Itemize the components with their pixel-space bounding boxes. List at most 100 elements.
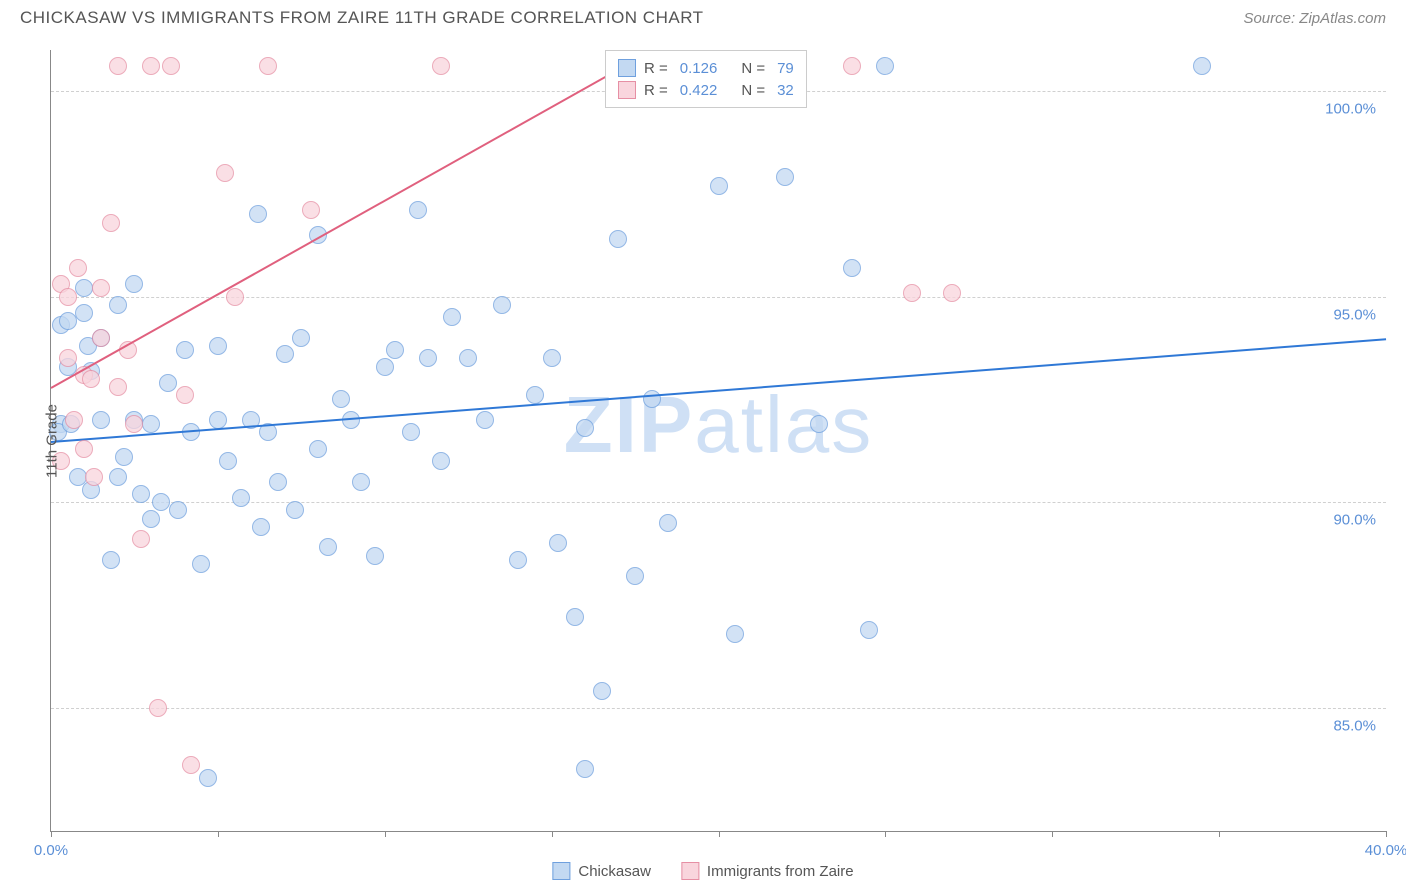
data-point: [176, 341, 194, 359]
data-point: [115, 448, 133, 466]
data-point: [182, 756, 200, 774]
data-point: [493, 296, 511, 314]
legend-n-label: N =: [741, 82, 765, 99]
data-point: [409, 201, 427, 219]
data-point: [659, 514, 677, 532]
data-point: [219, 452, 237, 470]
legend-label: Immigrants from Zaire: [707, 863, 854, 880]
x-tick: [1386, 831, 1387, 837]
data-point: [65, 411, 83, 429]
data-point: [209, 337, 227, 355]
data-point: [92, 411, 110, 429]
data-point: [843, 57, 861, 75]
data-point: [125, 415, 143, 433]
x-tick-label: 0.0%: [34, 842, 68, 859]
x-tick: [1219, 831, 1220, 837]
legend-r-value: 0.422: [680, 82, 718, 99]
data-point: [402, 423, 420, 441]
data-point: [366, 547, 384, 565]
data-point: [419, 349, 437, 367]
data-point: [309, 440, 327, 458]
data-point: [319, 538, 337, 556]
data-point: [476, 411, 494, 429]
chart-area: ZIPatlas 85.0%90.0%95.0%100.0%0.0%40.0%R…: [50, 50, 1386, 832]
trend-line: [51, 338, 1386, 443]
y-tick-label: 100.0%: [1325, 101, 1376, 118]
data-point: [176, 386, 194, 404]
data-point: [109, 468, 127, 486]
data-point: [109, 296, 127, 314]
data-point: [459, 349, 477, 367]
data-point: [69, 259, 87, 277]
legend-r-label: R =: [644, 60, 668, 77]
chart-title: CHICKASAW VS IMMIGRANTS FROM ZAIRE 11TH …: [20, 8, 704, 28]
gridline: [51, 297, 1386, 298]
data-point: [169, 501, 187, 519]
data-point: [903, 284, 921, 302]
data-point: [432, 452, 450, 470]
legend-r-value: 0.126: [680, 60, 718, 77]
data-point: [860, 621, 878, 639]
data-point: [626, 567, 644, 585]
legend-n-value: 79: [777, 60, 794, 77]
data-point: [593, 682, 611, 700]
data-point: [132, 530, 150, 548]
trend-line: [51, 50, 653, 389]
gridline: [51, 502, 1386, 503]
data-point: [726, 625, 744, 643]
data-point: [149, 699, 167, 717]
data-point: [609, 230, 627, 248]
data-point: [943, 284, 961, 302]
data-point: [576, 419, 594, 437]
data-point: [352, 473, 370, 491]
x-tick: [719, 831, 720, 837]
data-point: [192, 555, 210, 573]
data-point: [549, 534, 567, 552]
y-tick-label: 95.0%: [1333, 306, 1376, 323]
stats-legend: R = 0.126 N = 79 R = 0.422 N = 32: [605, 50, 807, 108]
legend-n-value: 32: [777, 82, 794, 99]
legend-r-label: R =: [644, 82, 668, 99]
data-point: [386, 341, 404, 359]
x-tick-label: 40.0%: [1365, 842, 1406, 859]
data-point: [526, 386, 544, 404]
data-point: [376, 358, 394, 376]
data-point: [216, 164, 234, 182]
data-point: [109, 57, 127, 75]
data-point: [82, 370, 100, 388]
gridline: [51, 708, 1386, 709]
data-point: [432, 57, 450, 75]
x-tick: [552, 831, 553, 837]
watermark-light: atlas: [694, 380, 873, 469]
data-point: [159, 374, 177, 392]
data-point: [125, 275, 143, 293]
data-point: [843, 259, 861, 277]
data-point: [249, 205, 267, 223]
data-point: [292, 329, 310, 347]
data-point: [810, 415, 828, 433]
data-point: [59, 349, 77, 367]
source-attribution: Source: ZipAtlas.com: [1243, 10, 1386, 27]
data-point: [643, 390, 661, 408]
x-tick: [218, 831, 219, 837]
data-point: [776, 168, 794, 186]
data-point: [286, 501, 304, 519]
x-tick: [1052, 831, 1053, 837]
legend-swatch: [681, 862, 699, 880]
legend-row: R = 0.422 N = 32: [618, 79, 794, 101]
x-tick: [51, 831, 52, 837]
data-point: [576, 760, 594, 778]
data-point: [142, 415, 160, 433]
data-point: [152, 493, 170, 511]
data-point: [132, 485, 150, 503]
legend-swatch: [618, 81, 636, 99]
data-point: [543, 349, 561, 367]
data-point: [209, 411, 227, 429]
data-point: [75, 440, 93, 458]
data-point: [252, 518, 270, 536]
data-point: [59, 288, 77, 306]
legend-swatch: [552, 862, 570, 880]
bottom-legend: ChickasawImmigrants from Zaire: [552, 862, 853, 880]
data-point: [109, 378, 127, 396]
data-point: [75, 279, 93, 297]
